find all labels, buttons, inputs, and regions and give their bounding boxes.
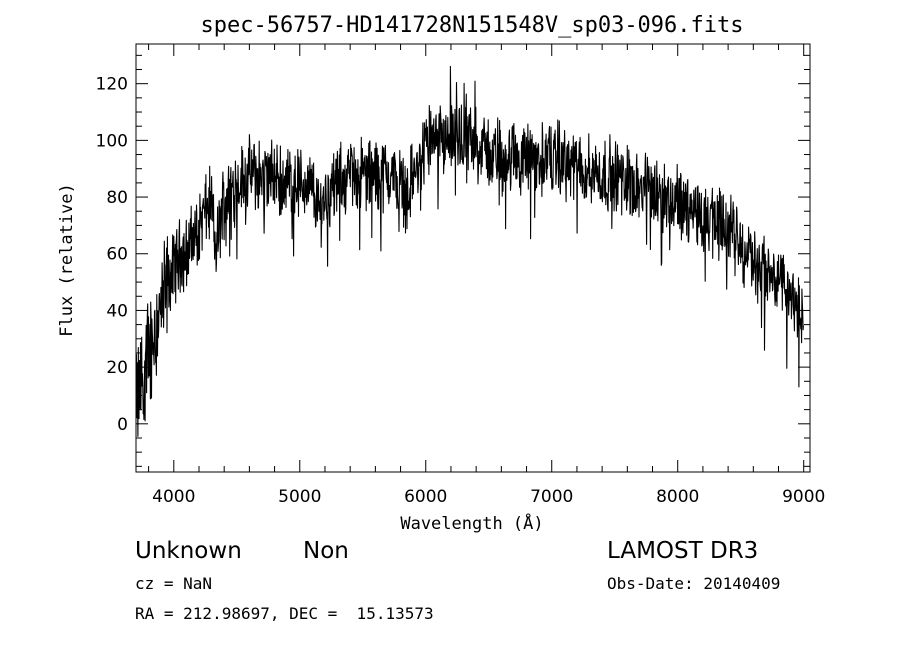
x-tick-label: 8000	[656, 487, 699, 507]
y-tick-label: 20	[106, 358, 128, 378]
y-tick-label: 100	[96, 131, 128, 151]
plot-frame	[135, 43, 811, 473]
x-tick-label: 4000	[152, 487, 195, 507]
x-tick-label: 7000	[530, 487, 573, 507]
x-tick-label: 9000	[782, 487, 825, 507]
spectrum-line	[136, 65, 804, 437]
x-tick-label: 6000	[404, 487, 447, 507]
x-axis-label: Wavelength (Å)	[400, 512, 543, 534]
obs-date-label: Obs-Date: 20140409	[607, 574, 781, 593]
survey-label: LAMOST DR3	[607, 538, 759, 564]
coordinates-label: RA = 212.98697, DEC = 15.13573	[135, 604, 434, 623]
cz-label: cz = NaN	[135, 574, 213, 593]
y-tick-label: 0	[117, 415, 128, 435]
chart-title: spec-56757-HD141728N151548V_sp03-096.fit…	[200, 13, 743, 38]
x-tick-label: 5000	[278, 487, 321, 507]
y-axis-label: Flux (relative)	[57, 183, 77, 337]
y-tick-label: 120	[96, 75, 128, 95]
y-tick-label: 40	[106, 301, 128, 321]
y-tick-label: 60	[106, 245, 128, 265]
subclass-label: Non	[303, 538, 349, 564]
class-label: Unknown	[135, 538, 242, 564]
y-tick-label: 80	[106, 188, 128, 208]
